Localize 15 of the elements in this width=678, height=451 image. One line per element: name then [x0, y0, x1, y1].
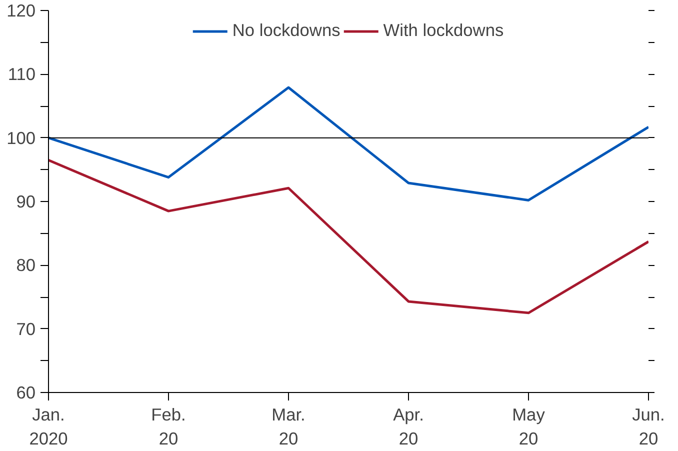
y-tick-label: 90 [16, 192, 36, 212]
x-tick-label: Jun. 20 [632, 404, 665, 448]
y-tick-label: 120 [6, 0, 36, 20]
x-tick-label: Feb. 20 [151, 404, 186, 448]
x-tick-label: Jan. 2020 [29, 404, 68, 448]
x-tick-label: Apr. 20 [393, 404, 424, 448]
x-tick-label: May 20 [512, 404, 546, 448]
y-tick-label: 60 [16, 382, 36, 402]
legend-label: No lockdowns [232, 20, 340, 41]
y-tick-label: 80 [16, 255, 36, 276]
y-tick-label: 100 [6, 128, 36, 148]
y-tick-label: 110 [8, 64, 36, 84]
x-tick-label: Mar. 20 [272, 404, 306, 448]
legend-label: With lockdowns [383, 20, 504, 41]
y-tick-label: 70 [16, 318, 36, 339]
